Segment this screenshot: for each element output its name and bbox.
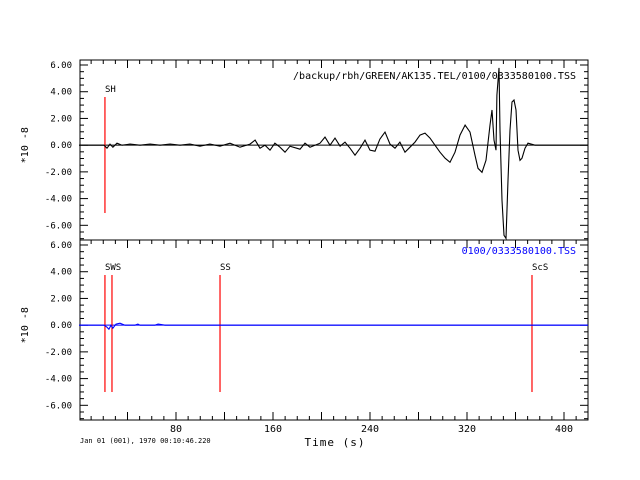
trace-title: /backup/rbh/GREEN/AK135.TEL/0100/0333580… <box>293 71 576 82</box>
phase-label: SH <box>105 85 116 95</box>
y-tick-label: 6.00 <box>50 61 72 71</box>
y-tick-label: 2.00 <box>50 114 72 124</box>
phase-label: ScS <box>532 263 548 273</box>
phase-label: SS <box>220 263 231 273</box>
y-axis-label: *10 -8 <box>20 307 31 343</box>
waveform-trace <box>79 322 588 331</box>
date-label: Jan 01 (001), 1970 00:10:46.220 <box>80 437 211 445</box>
waveform-trace <box>79 67 588 241</box>
y-axis-label: *10 -8 <box>20 127 31 163</box>
panel-2: 6.00 4.00 2.00 0.00 -2.00 -4.00 -6.00 *10 -8 SWS… <box>20 239 589 421</box>
y-tick-label: 2.00 <box>50 294 72 304</box>
y-tick-label: 0.00 <box>50 141 72 151</box>
x-axis-label: Time (s) <box>305 436 366 449</box>
trace-title: 0100/0333580100.TSS <box>462 246 576 257</box>
x-tick-label: 320 <box>458 424 476 435</box>
y-tick-label: -6.00 <box>45 221 72 231</box>
plot-frame <box>79 59 589 241</box>
y-tick-label: 6.00 <box>50 241 72 251</box>
panel-1: 6.00 4.00 2.00 0.00 -2.00 -4.00 -6.00 *10 -8 SH /… <box>20 59 589 241</box>
y-tick-label: 0.00 <box>50 321 72 331</box>
y-tick-label: -2.00 <box>45 348 72 358</box>
x-tick-label: 160 <box>264 424 282 435</box>
x-tick-label: 400 <box>555 424 573 435</box>
x-tick-label: 80 <box>170 424 182 435</box>
x-axis: 80 160 240 320 400 <box>90 412 577 435</box>
y-tick-label: -2.00 <box>45 168 72 178</box>
phase-label: SWS <box>105 263 121 273</box>
y-tick-label: 4.00 <box>50 88 72 98</box>
y-tick-label: -6.00 <box>45 401 72 411</box>
x-tick-label: 240 <box>361 424 379 435</box>
y-tick-label: 4.00 <box>50 268 72 278</box>
y-tick-label: -4.00 <box>45 375 72 385</box>
y-tick-label: -4.00 <box>45 195 72 205</box>
plot-frame <box>79 239 589 421</box>
